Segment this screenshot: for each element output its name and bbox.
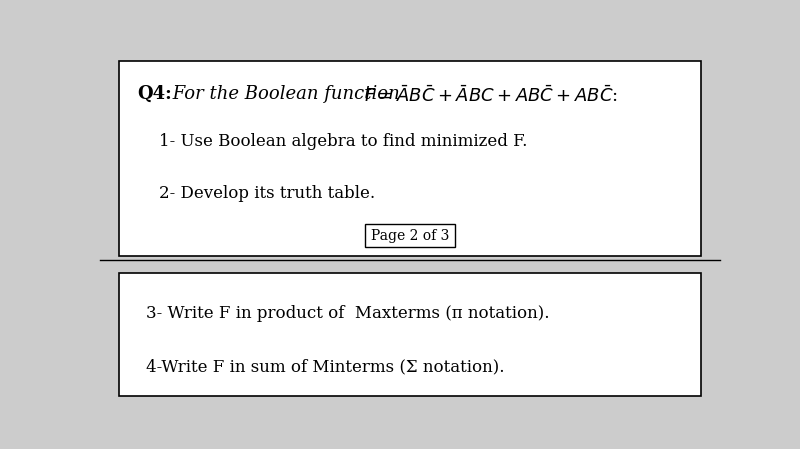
Text: $F = \bar{A}B\bar{C} + \bar{A}BC + AB\bar{C} + AB\bar{C}$:: $F = \bar{A}B\bar{C} + \bar{A}BC + AB\ba… — [364, 85, 618, 106]
FancyBboxPatch shape — [365, 224, 455, 247]
FancyBboxPatch shape — [118, 61, 702, 256]
Text: For the Boolean function: For the Boolean function — [167, 85, 406, 103]
Text: 1- Use Boolean algebra to find minimized F.: 1- Use Boolean algebra to find minimized… — [159, 133, 527, 150]
Text: Q4:: Q4: — [138, 85, 172, 103]
Text: 3- Write F in product of  Maxterms (π notation).: 3- Write F in product of Maxterms (π not… — [146, 304, 550, 321]
Text: 4-Write F in sum of Minterms (Σ notation).: 4-Write F in sum of Minterms (Σ notation… — [146, 358, 505, 375]
Text: 2- Develop its truth table.: 2- Develop its truth table. — [159, 185, 375, 202]
FancyBboxPatch shape — [118, 273, 702, 396]
Text: Page 2 of 3: Page 2 of 3 — [371, 229, 449, 243]
